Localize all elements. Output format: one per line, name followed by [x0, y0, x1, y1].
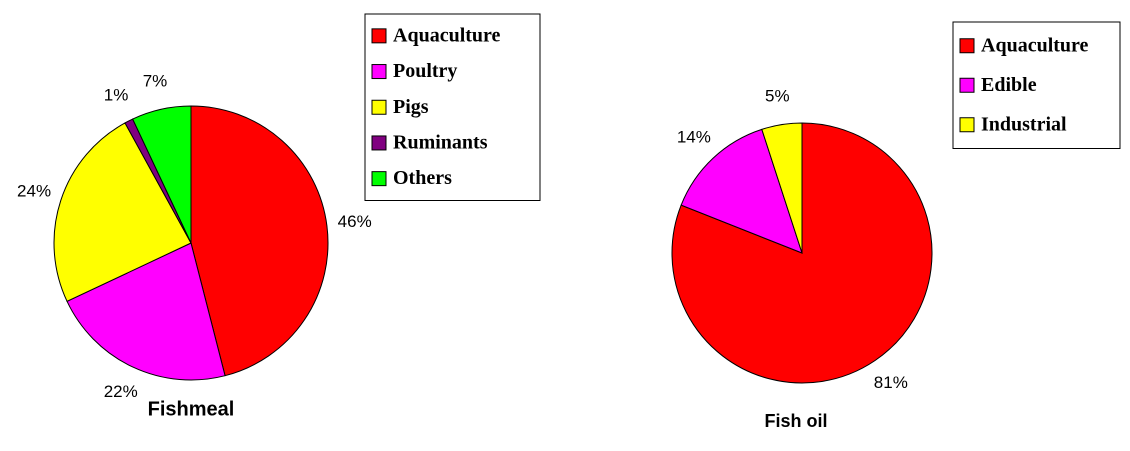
slice-label: 7% — [143, 71, 168, 90]
slice-label: 24% — [17, 181, 51, 200]
pie-slice — [132, 105, 192, 244]
legend-swatch — [959, 77, 975, 93]
legend-label: Ruminants — [393, 132, 488, 154]
legend-box — [364, 13, 541, 201]
pie-slice — [761, 122, 803, 254]
slice-label: 1% — [104, 85, 129, 104]
legend-swatch — [371, 64, 387, 80]
chart-title: Fish oil — [765, 411, 828, 431]
legend-swatch — [371, 99, 387, 115]
slice-label: 46% — [338, 212, 372, 231]
slice-label: 14% — [677, 127, 711, 146]
chart-title: Fishmeal — [148, 398, 235, 420]
legend-swatch — [959, 38, 975, 54]
legend-label: Aquaculture — [393, 24, 501, 46]
legend-label: Poultry — [393, 60, 457, 82]
legend-swatch — [371, 171, 387, 187]
legend-label: Others — [393, 167, 452, 189]
legend-swatch — [959, 117, 975, 133]
slice-label: 5% — [765, 86, 790, 105]
legend-label: Edible — [981, 74, 1037, 96]
legend-label: Pigs — [393, 96, 429, 118]
legend-label: Industrial — [981, 113, 1067, 135]
legend-label: Aquaculture — [981, 34, 1089, 56]
legend-box — [952, 21, 1121, 149]
pie-slice — [53, 122, 192, 302]
slice-label: 22% — [104, 382, 138, 401]
legend-swatch — [371, 28, 387, 44]
legend-swatch — [371, 135, 387, 151]
slice-label: 81% — [874, 373, 908, 392]
pie-slice — [190, 105, 329, 377]
pie-slice — [66, 242, 226, 381]
